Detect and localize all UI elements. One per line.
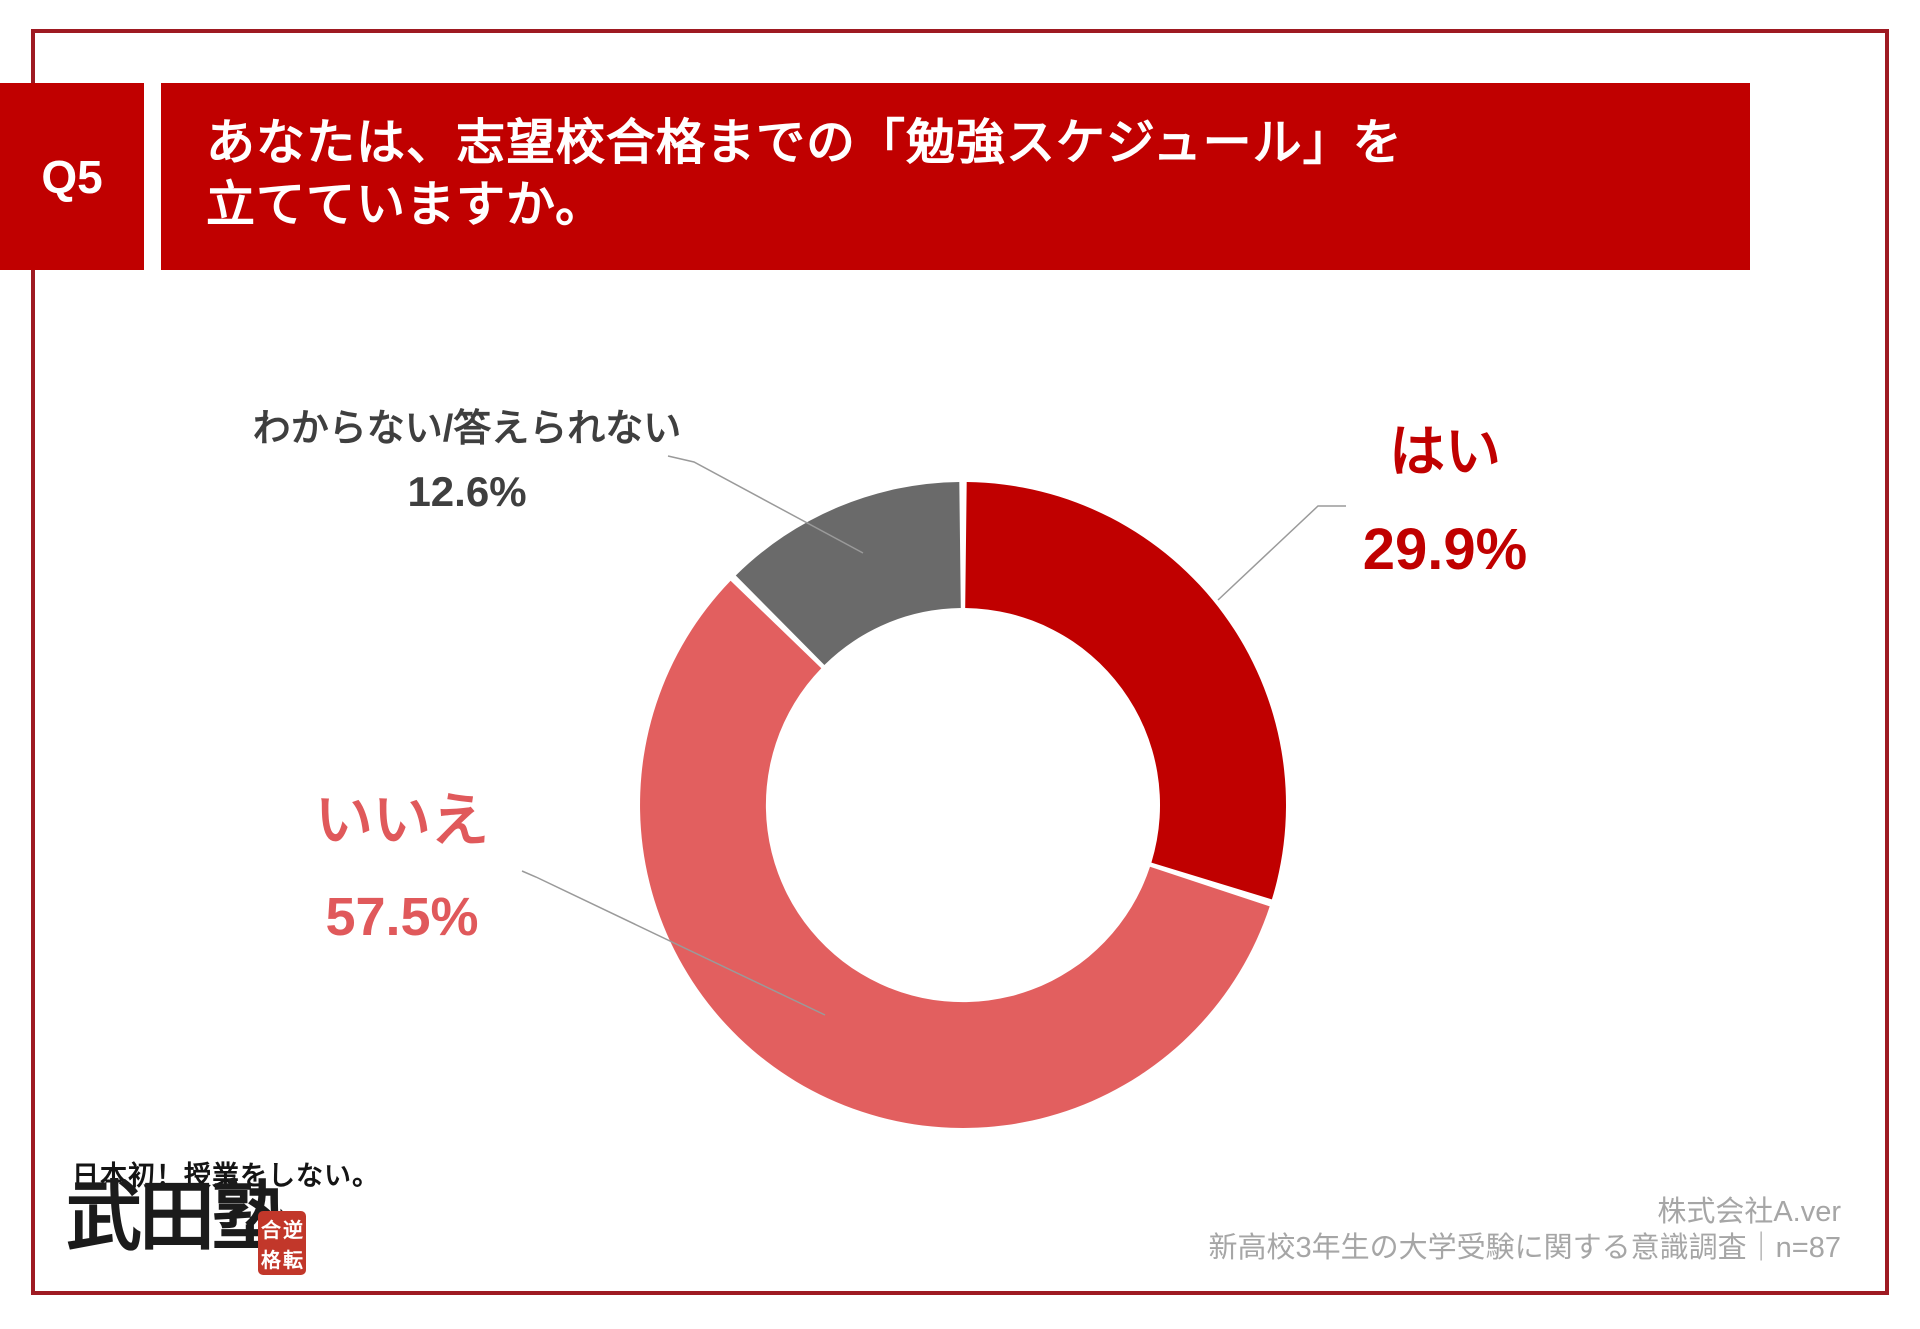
donut-slice-unknown [735,482,961,665]
leader-line-yes [1217,505,1346,601]
question-number-label: Q5 [41,150,103,203]
seal-char: 格 [261,1249,281,1272]
donut-slice-no [640,580,1270,1128]
credit-company: 株式会社A.ver [1657,1196,1841,1228]
question-title-line1: あなたは、志望校合格までの「勉強スケジュール」を [206,116,1403,170]
logo-tagline: 日本初！授業をしない。 [72,1161,380,1191]
donut-slice-yes [965,482,1287,900]
seal-char: 逆 [283,1219,303,1242]
seal-char: 合 [261,1219,281,1242]
survey-credits: 株式会社A.ver 新高校3年生の大学受験に関する意識調査｜n=87 [1209,1194,1841,1266]
question-number-badge: Q5 [0,83,144,270]
leader-line-unknown [667,455,864,554]
label-no-value: 57.5% [325,887,479,947]
label-yes-name: はい [1389,420,1501,483]
leader-line-no [521,870,826,1016]
seal-char: 転 [283,1249,303,1272]
label-unknown-value: 12.6% [407,468,527,515]
reversal-pass-seal-icon: 合 逆 格 転 [258,1211,306,1275]
credit-survey-info: 新高校3年生の大学受験に関する意識調査｜n=87 [1208,1232,1841,1264]
label-yes-value: 29.9% [1362,517,1528,582]
question-title-line2: 立てていますか。 [206,178,606,232]
label-no-name: いいえ [314,788,489,853]
logo-brand-calligraphy: 武田塾 [66,1176,288,1260]
page-border [31,29,1889,1295]
label-unknown-name: わからない/答えられない [252,408,682,450]
question-title-banner: あなたは、志望校合格までの「勉強スケジュール」を 立てていますか。 [161,83,1750,270]
